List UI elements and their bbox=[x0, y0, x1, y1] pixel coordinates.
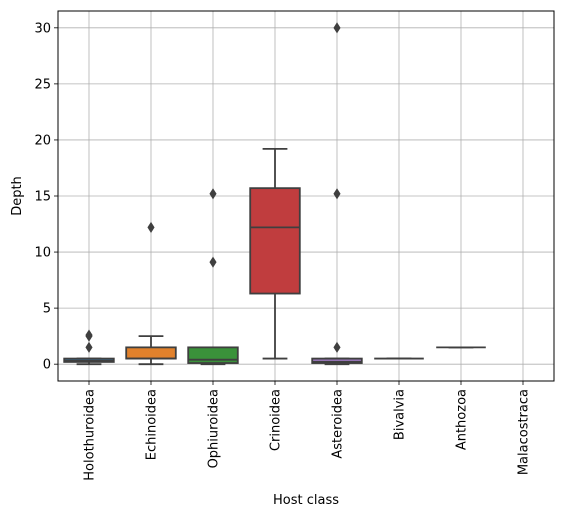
y-axis-label: Depth bbox=[10, 176, 25, 216]
iqr-box bbox=[125, 346, 177, 360]
x-axis-label: Host class bbox=[273, 493, 339, 508]
box-asteroidea bbox=[311, 22, 363, 366]
y-axis-ticks: 0 5 10 15 20 25 30 bbox=[34, 21, 58, 373]
x-tick-label: Ophiuroidea bbox=[207, 389, 222, 468]
outlier-point bbox=[147, 221, 155, 233]
outlier-point bbox=[209, 188, 217, 200]
outlier-point bbox=[333, 22, 341, 34]
x-tick-label: Anthozoa bbox=[455, 389, 470, 450]
outlier-point bbox=[85, 329, 93, 341]
boxes-layer bbox=[63, 22, 486, 366]
outlier-point bbox=[209, 256, 217, 268]
x-tick-label: Holothuroidea bbox=[83, 389, 98, 481]
x-axis-ticks: Holothuroidea Echinoidea Ophiuroidea Crinoi… bbox=[83, 381, 532, 481]
y-tick-label: 15 bbox=[34, 190, 51, 205]
x-tick-label: Crinoidea bbox=[269, 389, 284, 451]
outlier-point bbox=[333, 188, 341, 200]
x-tick-label: Asteroidea bbox=[331, 389, 346, 459]
box-holothuroidea bbox=[63, 329, 115, 366]
box-crinoidea bbox=[249, 148, 301, 360]
box-echinoidea bbox=[125, 221, 177, 366]
y-tick-label: 25 bbox=[34, 77, 51, 92]
iqr-box bbox=[249, 187, 301, 295]
x-tick-label: Malacostraca bbox=[517, 389, 532, 475]
y-tick-label: 20 bbox=[34, 133, 51, 148]
y-tick-label: 0 bbox=[43, 358, 51, 373]
y-tick-label: 10 bbox=[34, 246, 51, 261]
outlier-point bbox=[333, 341, 341, 353]
iqr-box bbox=[187, 346, 239, 364]
iqr-box bbox=[311, 357, 363, 364]
x-tick-label: Bivalvia bbox=[393, 389, 408, 440]
y-tick-label: 30 bbox=[34, 21, 51, 36]
outlier-point bbox=[85, 341, 93, 353]
y-tick-label: 5 bbox=[43, 302, 51, 317]
x-tick-label: Echinoidea bbox=[145, 389, 160, 460]
box-ophiuroidea bbox=[187, 188, 239, 366]
